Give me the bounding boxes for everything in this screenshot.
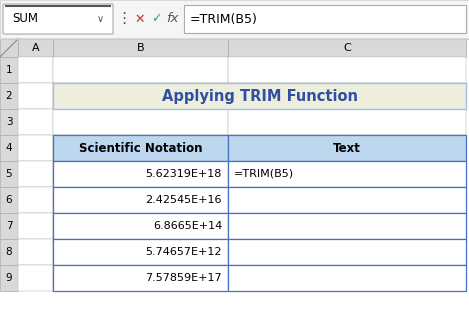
Text: B: B: [136, 43, 144, 53]
Bar: [53, 187, 228, 213]
Bar: [228, 187, 466, 213]
Text: 7: 7: [6, 221, 12, 231]
Text: 6.8665E+14: 6.8665E+14: [153, 221, 222, 231]
Bar: [228, 57, 466, 83]
Text: 3: 3: [6, 117, 12, 127]
Bar: [18, 187, 53, 213]
Bar: [0, 0, 469, 38]
Bar: [0, 265, 18, 291]
Bar: [228, 265, 466, 291]
Bar: [18, 39, 53, 57]
Bar: [184, 5, 466, 33]
Bar: [228, 135, 466, 161]
Bar: [228, 187, 466, 213]
Bar: [18, 265, 53, 291]
Text: =TRIM(B5): =TRIM(B5): [234, 169, 294, 179]
Bar: [228, 239, 466, 265]
Bar: [18, 161, 53, 187]
Text: Applying TRIM Function: Applying TRIM Function: [161, 88, 357, 103]
Text: 8: 8: [6, 247, 12, 257]
Text: 5: 5: [6, 169, 12, 179]
Bar: [228, 213, 466, 239]
Text: 2.42545E+16: 2.42545E+16: [145, 195, 222, 205]
Bar: [228, 83, 466, 109]
Bar: [228, 213, 466, 239]
Bar: [228, 265, 466, 291]
Bar: [53, 239, 228, 265]
Text: 9: 9: [6, 273, 12, 283]
Bar: [53, 265, 228, 291]
Bar: [53, 135, 228, 161]
Bar: [53, 83, 466, 109]
Bar: [18, 135, 53, 161]
Bar: [228, 39, 466, 57]
Text: 5.74657E+12: 5.74657E+12: [145, 247, 222, 257]
Bar: [0, 57, 18, 83]
Text: ⋮: ⋮: [116, 11, 132, 27]
Bar: [53, 135, 228, 161]
Text: A: A: [32, 43, 39, 53]
Bar: [18, 57, 53, 83]
Bar: [18, 83, 53, 109]
Bar: [0, 83, 18, 109]
Bar: [0, 239, 18, 265]
Bar: [0, 39, 18, 57]
Bar: [18, 239, 53, 265]
Text: C: C: [343, 43, 351, 53]
Text: SUM: SUM: [12, 12, 38, 25]
Bar: [53, 161, 228, 187]
FancyBboxPatch shape: [3, 4, 113, 34]
Bar: [53, 109, 228, 135]
Bar: [0, 213, 18, 239]
Text: 4: 4: [6, 143, 12, 153]
Bar: [228, 109, 466, 135]
Text: 1: 1: [6, 65, 12, 75]
Bar: [0, 109, 18, 135]
Bar: [0, 135, 18, 161]
Bar: [53, 265, 228, 291]
Bar: [18, 213, 53, 239]
Bar: [228, 161, 466, 187]
Text: 7.57859E+17: 7.57859E+17: [145, 273, 222, 283]
Bar: [228, 135, 466, 161]
Bar: [228, 239, 466, 265]
Text: ∨: ∨: [97, 14, 104, 24]
Text: Scientific Notation: Scientific Notation: [79, 141, 202, 154]
Text: 5.62319E+18: 5.62319E+18: [146, 169, 222, 179]
Bar: [0, 161, 18, 187]
Text: =TRIM(B5): =TRIM(B5): [190, 12, 258, 25]
Bar: [18, 109, 53, 135]
Text: Text: Text: [333, 141, 361, 154]
Bar: [53, 57, 228, 83]
Bar: [0, 187, 18, 213]
Bar: [53, 213, 228, 239]
Text: 6: 6: [6, 195, 12, 205]
Bar: [53, 213, 228, 239]
Bar: [53, 161, 228, 187]
Text: ✓: ✓: [151, 12, 161, 25]
Bar: [228, 161, 466, 187]
Text: fx: fx: [166, 12, 178, 25]
Bar: [53, 83, 228, 109]
Bar: [53, 187, 228, 213]
Text: ✕: ✕: [135, 12, 145, 25]
Bar: [53, 39, 228, 57]
Text: 2: 2: [6, 91, 12, 101]
Bar: [53, 239, 228, 265]
